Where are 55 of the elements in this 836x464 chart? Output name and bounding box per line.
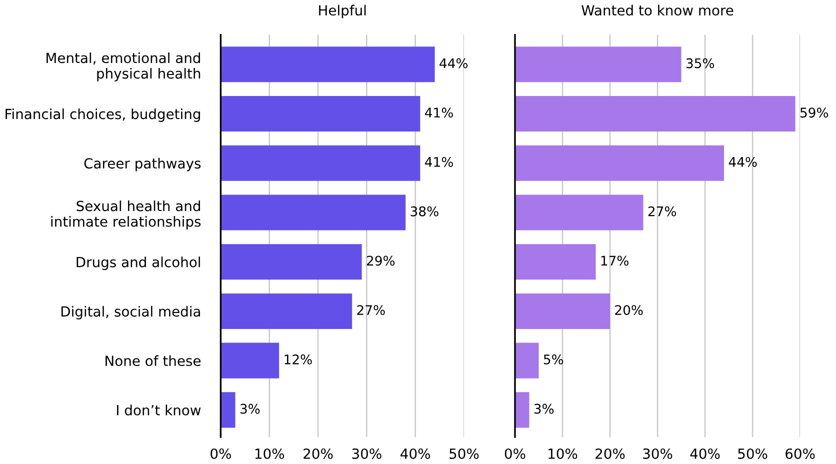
bar bbox=[514, 194, 644, 230]
x-tick-label: 0% bbox=[210, 448, 231, 459]
y-tick-label: Mental, emotional and physical health bbox=[46, 52, 200, 82]
chart-title: Helpful bbox=[319, 4, 366, 18]
x-tick-label: 30% bbox=[643, 448, 672, 459]
data-label: 3% bbox=[534, 404, 554, 414]
bar bbox=[220, 392, 236, 428]
y-tick-label: Sexual health and intimate relationships bbox=[51, 200, 201, 230]
data-label: 27% bbox=[357, 305, 385, 316]
data-label: 29% bbox=[366, 256, 395, 266]
data-label: 38% bbox=[410, 206, 438, 216]
bar bbox=[220, 194, 406, 230]
y-tick-label: Digital, social media bbox=[61, 306, 200, 320]
data-label: 27% bbox=[648, 206, 676, 216]
data-label: 59% bbox=[800, 108, 828, 118]
x-tick-label: 50% bbox=[450, 448, 479, 459]
bar bbox=[514, 293, 610, 329]
x-tick-label: 20% bbox=[304, 448, 333, 459]
x-tick-label: 30% bbox=[352, 448, 382, 459]
bar bbox=[220, 293, 352, 329]
data-label: 41% bbox=[425, 108, 453, 118]
bar bbox=[514, 96, 796, 132]
bar bbox=[220, 244, 362, 280]
bar bbox=[514, 244, 596, 280]
x-tick-label: 0% bbox=[504, 448, 526, 459]
data-label: 3% bbox=[240, 404, 260, 414]
y-tick-label: Career pathways bbox=[84, 158, 201, 172]
x-tick-label: 10% bbox=[255, 448, 284, 459]
bar bbox=[220, 46, 435, 82]
y-tick-label: Drugs and alcohol bbox=[76, 256, 200, 270]
chart-title: Wanted to know more bbox=[582, 4, 734, 16]
x-tick-label: 50% bbox=[738, 448, 768, 459]
y-tick-label: None of these bbox=[106, 355, 201, 366]
bar bbox=[220, 96, 420, 132]
data-label: 44% bbox=[728, 156, 757, 167]
x-tick-label: 40% bbox=[690, 448, 720, 459]
x-tick-label: 40% bbox=[400, 448, 430, 459]
data-label: 12% bbox=[284, 354, 312, 364]
data-label: 35% bbox=[686, 58, 714, 68]
bar bbox=[220, 342, 280, 378]
data-label: 17% bbox=[601, 256, 629, 266]
bar bbox=[514, 342, 539, 378]
bar bbox=[514, 145, 724, 181]
y-tick-label: Financial choices, budgeting bbox=[6, 108, 200, 122]
data-label: 41% bbox=[425, 156, 453, 167]
bar bbox=[220, 145, 420, 181]
bar bbox=[514, 46, 682, 82]
x-tick-label: 20% bbox=[596, 448, 625, 459]
data-label: 44% bbox=[440, 58, 468, 68]
x-tick-label: 60% bbox=[786, 448, 815, 459]
bar bbox=[514, 392, 530, 428]
data-label: 20% bbox=[615, 305, 643, 316]
x-tick-label: 10% bbox=[548, 448, 578, 459]
y-tick-label: I don’t know bbox=[117, 404, 201, 416]
data-label: 5% bbox=[544, 354, 564, 364]
